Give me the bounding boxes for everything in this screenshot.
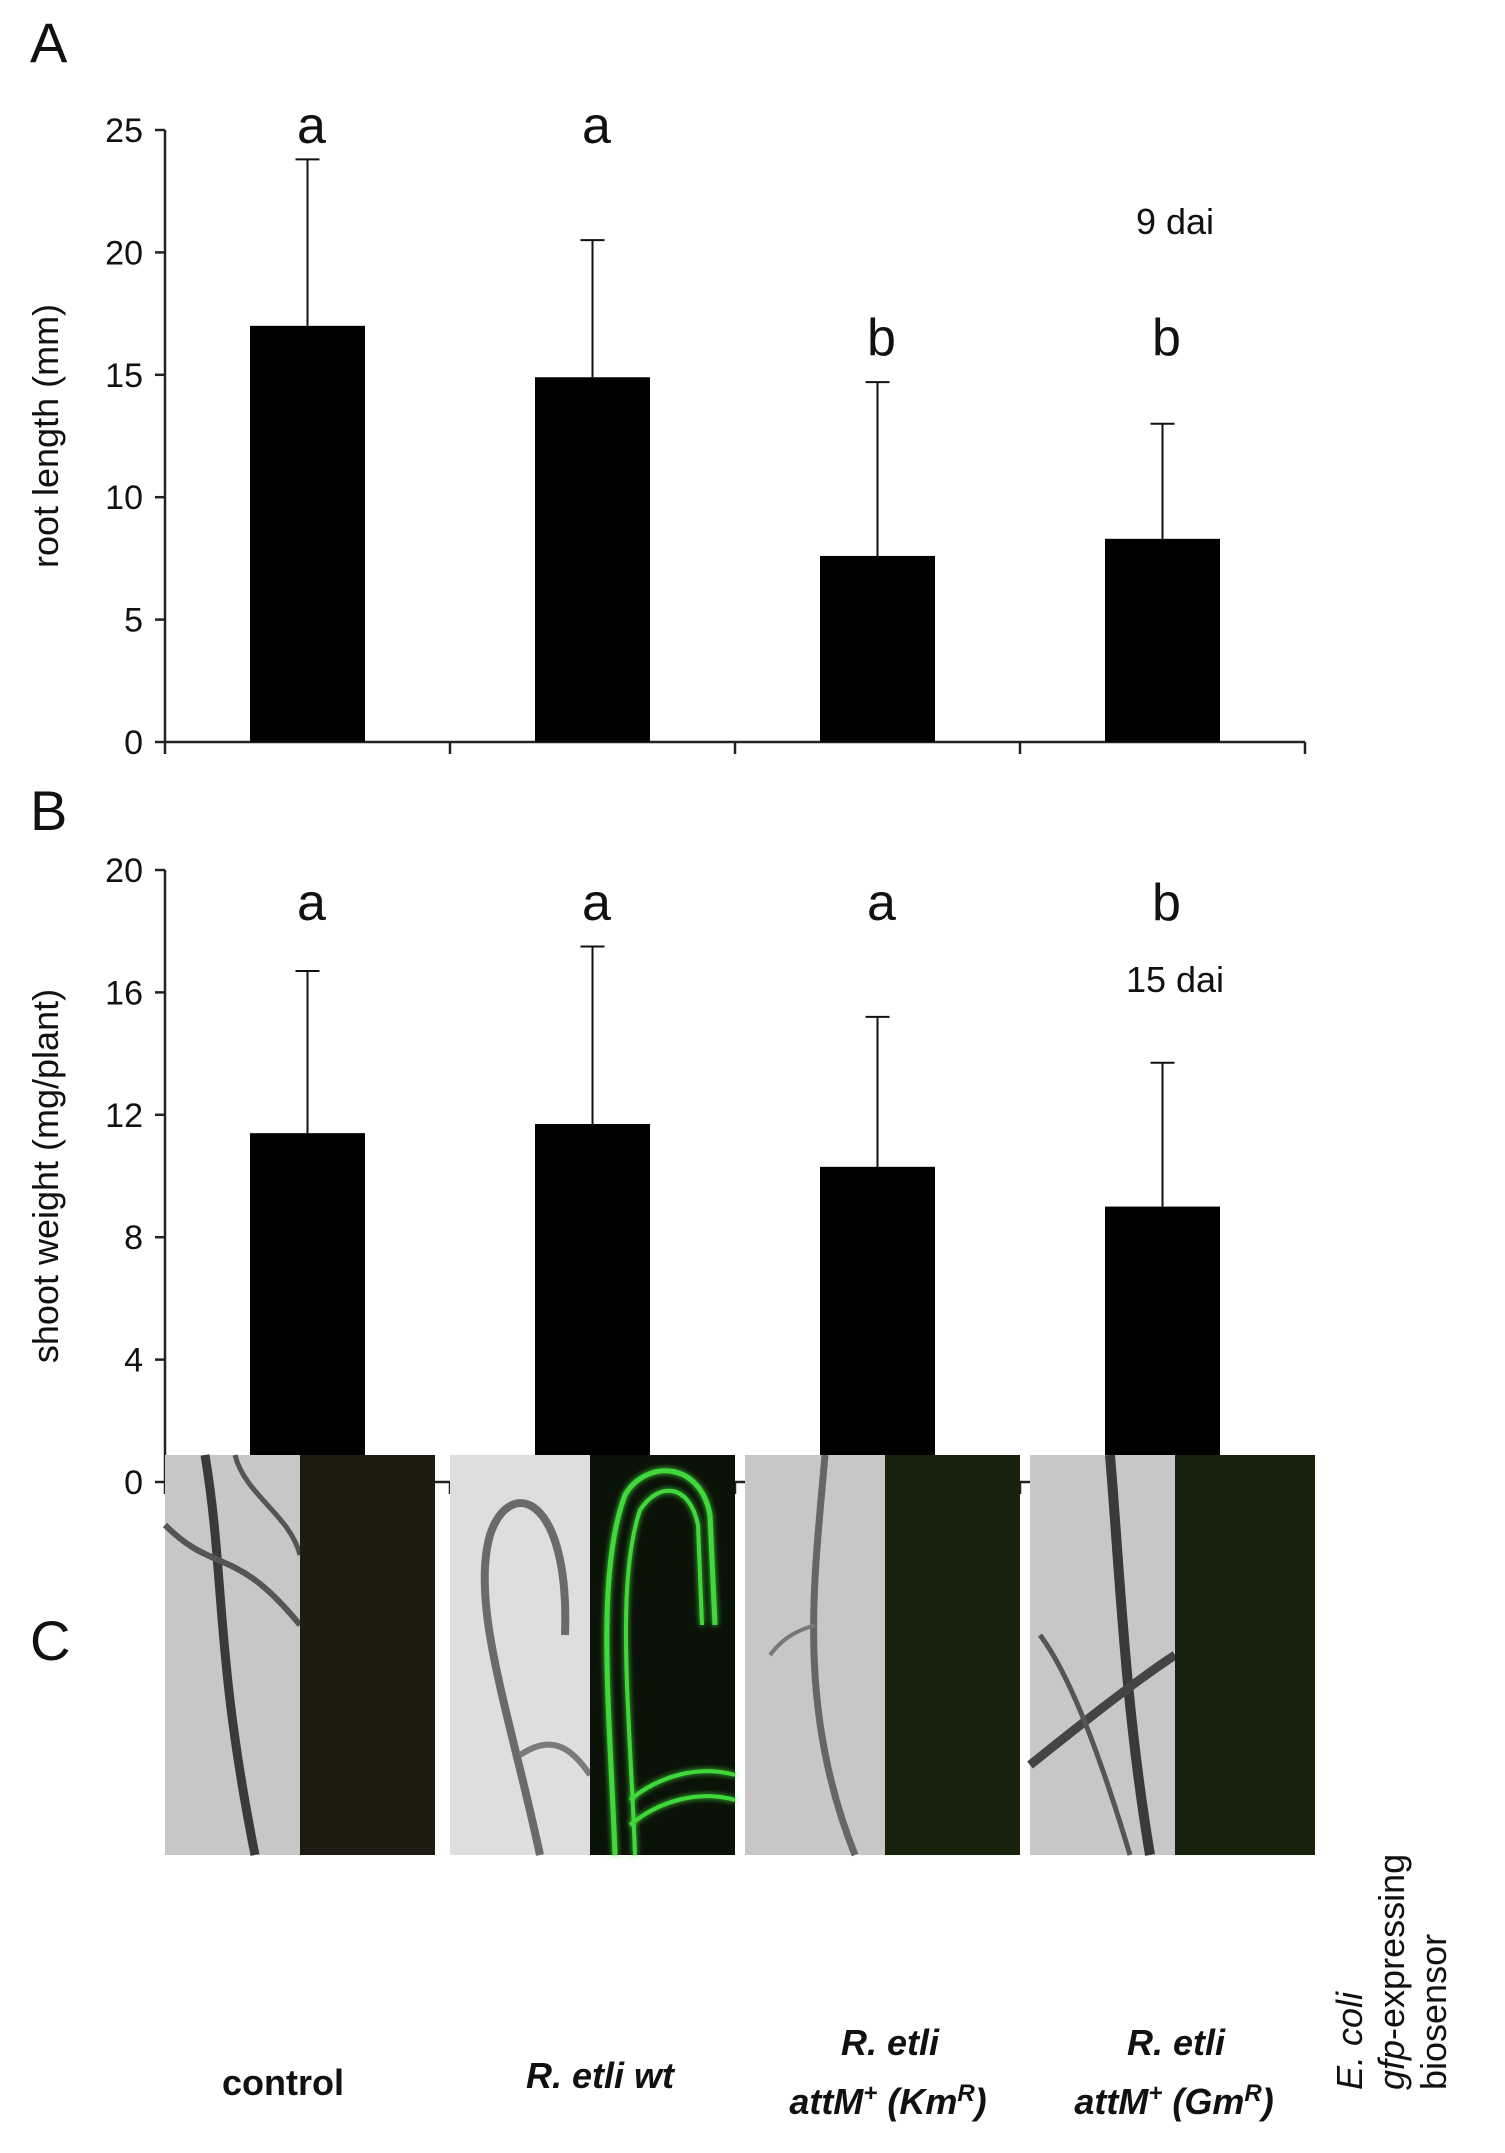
bar bbox=[535, 1123, 650, 1482]
side-label-gfp: gfp bbox=[1371, 2040, 1412, 2090]
root-hair bbox=[810, 1454, 859, 1857]
km-plus: + bbox=[863, 2080, 877, 2107]
bar bbox=[250, 325, 365, 742]
svg-text:E. coli: E. coli bbox=[1329, 1991, 1370, 2090]
time-annotation: 9 dai bbox=[1136, 201, 1214, 242]
gfp-signal bbox=[628, 1794, 736, 1827]
root-hair bbox=[1027, 1651, 1178, 1769]
y-tick-label: 12 bbox=[105, 1097, 143, 1135]
bar bbox=[250, 1133, 365, 1482]
side-label-biosensor: biosensor bbox=[1413, 1934, 1454, 2090]
root-hair bbox=[480, 1499, 570, 1856]
gm-plus: + bbox=[1148, 2080, 1162, 2107]
root-hair bbox=[768, 1623, 816, 1657]
category-label-wt: R. etli wt bbox=[526, 2055, 676, 2096]
side-label-expressing: -expressing bbox=[1371, 1854, 1412, 2040]
fluorescence-image bbox=[300, 1455, 435, 1855]
root-hair bbox=[1105, 1454, 1155, 1856]
wt-prefix: R. etli bbox=[526, 2055, 625, 2096]
bar bbox=[820, 555, 935, 742]
y-tick-label: 20 bbox=[105, 234, 143, 272]
y-axis-label: shoot weight (mg/plant) bbox=[25, 989, 66, 1363]
gm-open: (Gm bbox=[1162, 2081, 1244, 2122]
root-hair bbox=[1037, 1633, 1133, 1856]
panel-letter-a: A bbox=[30, 11, 68, 74]
y-tick-label: 15 bbox=[105, 357, 143, 395]
bar bbox=[1105, 1206, 1220, 1482]
time-annotation: 15 dai bbox=[1126, 959, 1224, 1000]
gfp-signal bbox=[623, 1488, 704, 1856]
significance-letter: b bbox=[1152, 874, 1181, 932]
panel-letter-c: C bbox=[30, 1609, 70, 1672]
category-label-km: R. etli attM+ (KmR) bbox=[789, 2022, 986, 2122]
km-line1: R. etli bbox=[841, 2022, 940, 2063]
fluorescence-image bbox=[885, 1455, 1020, 1855]
micrograph-pair bbox=[450, 1455, 736, 1856]
y-tick-label: 0 bbox=[124, 724, 143, 762]
micrograph-pair bbox=[1027, 1454, 1315, 1856]
y-tick-label: 20 bbox=[105, 852, 143, 890]
chart-a-root-length: 0 5 10 15 20 25 root length (mm) a a b b 9 dai bbox=[25, 97, 1307, 762]
y-tick-label: 25 bbox=[105, 112, 143, 150]
y-tick-label: 16 bbox=[105, 974, 143, 1012]
root-hair bbox=[162, 1522, 303, 1627]
root-hair bbox=[518, 1741, 593, 1777]
significance-letter: a bbox=[582, 874, 611, 932]
significance-letter: a bbox=[297, 874, 326, 932]
significance-letter: b bbox=[1152, 309, 1181, 367]
bar bbox=[535, 377, 650, 742]
significance-letter: a bbox=[867, 874, 896, 932]
biosensor-side-label: E. coli gfp-expressing biosensor bbox=[1329, 1854, 1454, 2090]
km-open: (Km bbox=[877, 2081, 957, 2122]
side-label-ecoli: E. coli bbox=[1329, 1991, 1370, 2090]
significance-letter: a bbox=[582, 97, 611, 155]
km-sup: R bbox=[957, 2080, 975, 2107]
y-tick-label: 10 bbox=[105, 479, 143, 517]
micrograph-pair bbox=[162, 1454, 435, 1856]
significance-letter: b bbox=[867, 309, 896, 367]
fluorescence-image bbox=[1175, 1455, 1315, 1855]
km-close: ) bbox=[971, 2081, 987, 2122]
svg-text:gfp-expressing: gfp-expressing bbox=[1371, 1854, 1412, 2090]
brightfield-image bbox=[165, 1455, 300, 1855]
y-tick-label: 5 bbox=[124, 602, 143, 640]
gm-close: ) bbox=[1258, 2081, 1274, 2122]
brightfield-image bbox=[450, 1455, 590, 1855]
y-tick-label: 8 bbox=[124, 1219, 143, 1257]
svg-text:attM+ (KmR): attM+ (KmR) bbox=[789, 2080, 986, 2123]
panel-letter-b: B bbox=[30, 779, 67, 842]
bar bbox=[1105, 538, 1220, 742]
gm-sup: R bbox=[1244, 2080, 1262, 2107]
gm-gene: attM bbox=[1074, 2081, 1149, 2122]
svg-text:attM+ (GmR): attM+ (GmR) bbox=[1074, 2080, 1273, 2123]
category-label-gm: R. etli attM+ (GmR) bbox=[1074, 2022, 1273, 2122]
y-tick-label: 0 bbox=[124, 1464, 143, 1502]
panel-c-micrographs bbox=[162, 1454, 1315, 1857]
gm-line1: R. etli bbox=[1127, 2022, 1226, 2063]
significance-letter: a bbox=[297, 97, 326, 155]
gfp-signal bbox=[604, 1468, 718, 1856]
gfp-signal bbox=[628, 1769, 736, 1802]
chart-b-shoot-weight: 0 4 8 12 16 20 shoot weight (mg/plant) a a a b 15 d… bbox=[25, 852, 1307, 1502]
micrograph-pair bbox=[745, 1454, 1020, 1857]
bar bbox=[820, 1166, 935, 1482]
root-hair bbox=[232, 1454, 303, 1556]
category-label-control: control bbox=[222, 2062, 344, 2103]
km-gene: attM bbox=[789, 2081, 864, 2122]
wt-suffix: wt bbox=[634, 2055, 676, 2096]
y-tick-label: 4 bbox=[124, 1342, 143, 1380]
y-axis-label: root length (mm) bbox=[25, 304, 66, 568]
root-hair bbox=[200, 1454, 260, 1856]
